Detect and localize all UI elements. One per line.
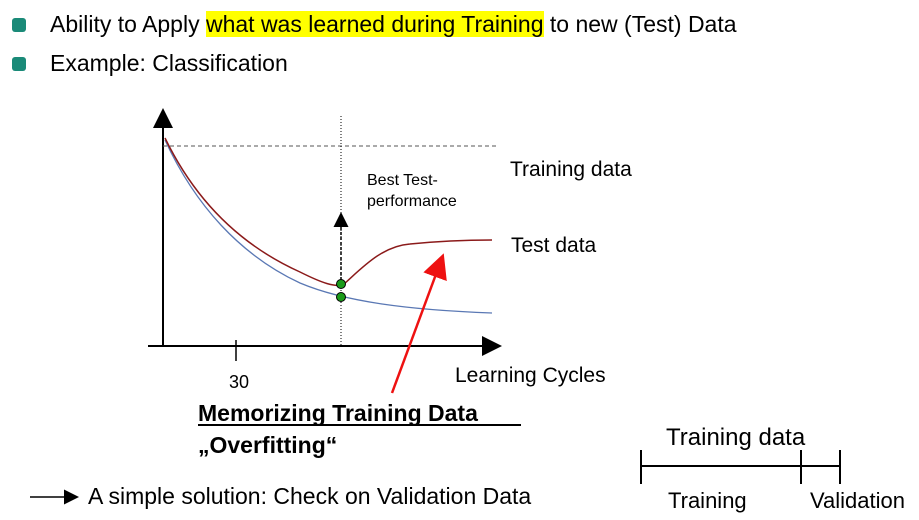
training-error-curve <box>164 139 493 314</box>
overfitting-subtitle: „Overfitting“ <box>198 432 338 458</box>
split-title: Training data <box>666 424 806 451</box>
x-tick-label: 30 <box>229 372 250 392</box>
bullet-text-2: Example: Classification <box>50 50 288 76</box>
solution-text: A simple solution: Check on Validation D… <box>88 483 532 509</box>
test-minimum-marker <box>336 279 346 289</box>
bullet-text-1-pre: Ability to Apply <box>50 11 206 37</box>
data-split-bracket <box>640 450 841 484</box>
test-error-curve <box>164 137 493 287</box>
best-test-label-line1: Best Test- <box>367 172 438 189</box>
training-data-label: Training data <box>510 158 632 181</box>
best-test-label-line2: performance <box>367 193 457 210</box>
overfitting-title: Memorizing Training Data <box>198 400 478 426</box>
bullet-marker <box>12 18 26 32</box>
test-data-label: Test data <box>511 234 597 257</box>
highlighted-text: what was learned during Training <box>205 11 544 37</box>
split-validation-label: Validation <box>810 488 905 513</box>
split-training-label: Training <box>668 488 747 513</box>
training-marker <box>336 292 346 302</box>
overfitting-arrow <box>390 253 447 394</box>
bullet-marker <box>12 57 26 71</box>
bullet-text-1-post: to new (Test) Data <box>543 11 737 37</box>
x-axis-label: Learning Cycles <box>455 364 606 387</box>
bullet-text-1: Ability to Apply what was learned during… <box>50 11 737 38</box>
